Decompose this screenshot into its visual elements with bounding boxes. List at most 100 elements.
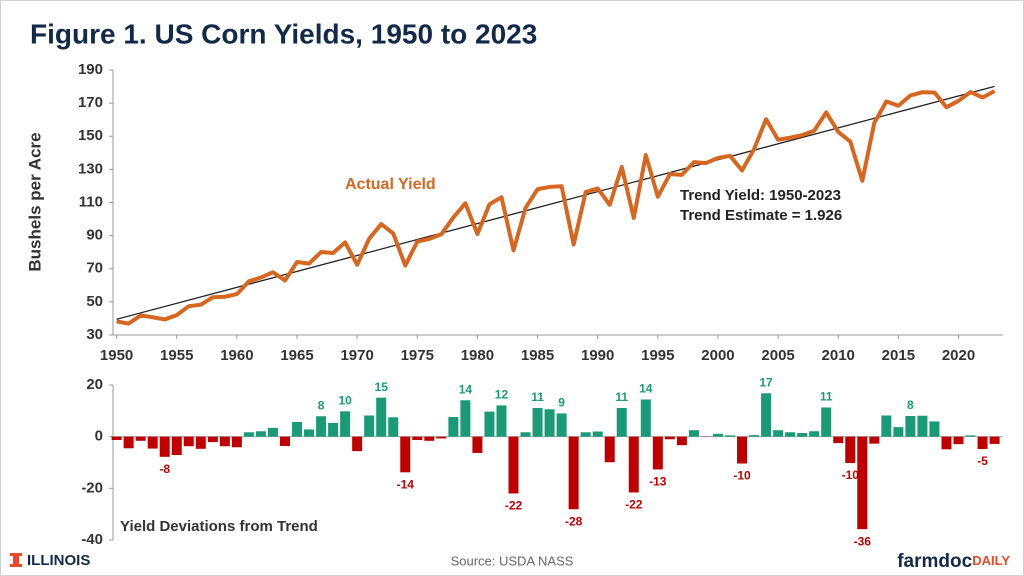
bar xyxy=(737,436,748,464)
bar xyxy=(219,436,230,447)
bar xyxy=(316,416,327,437)
source: Source: USDA NASS xyxy=(451,553,574,568)
bar xyxy=(965,435,976,437)
bar xyxy=(676,436,687,446)
bar xyxy=(761,393,772,437)
bar xyxy=(388,417,399,437)
bar xyxy=(869,436,880,444)
bar xyxy=(460,400,471,437)
x-tick-label: 1995 xyxy=(641,347,674,364)
chart-title: Figure 1. US Corn Yields, 1950 to 2023 xyxy=(30,18,537,49)
bar xyxy=(616,407,627,437)
bar xyxy=(195,436,206,449)
bar xyxy=(520,432,531,437)
value-label: 14 xyxy=(639,382,653,396)
annotation: Trend Yield: 1950-2023 xyxy=(680,187,841,204)
y-tick-label: 190 xyxy=(78,61,103,78)
logo-main: farmdoc xyxy=(897,551,972,572)
bar xyxy=(953,436,964,445)
logo-text: ILLINOIS xyxy=(27,552,90,569)
y-tick-label: 0 xyxy=(95,428,103,445)
y-tick-label: 50 xyxy=(86,293,103,310)
bar xyxy=(929,421,940,437)
bar xyxy=(412,436,423,441)
bar xyxy=(496,405,507,437)
bar xyxy=(255,431,266,437)
y-tick-label: -20 xyxy=(81,479,103,496)
bar xyxy=(604,436,615,463)
y-tick-label: 30 xyxy=(86,326,103,343)
x-tick-label: 1965 xyxy=(280,347,313,364)
bar xyxy=(773,430,784,437)
bar xyxy=(472,436,483,453)
value-label: 8 xyxy=(318,398,325,412)
bar xyxy=(893,427,904,437)
value-label: 11 xyxy=(615,390,628,404)
value-label: 10 xyxy=(338,394,352,408)
bar xyxy=(724,435,735,437)
bar xyxy=(905,416,916,437)
x-tick-label: 1955 xyxy=(160,347,193,364)
y-tick-label: 70 xyxy=(86,260,103,277)
farmdoc-logo: farmdocDAILY xyxy=(897,551,1010,572)
bar xyxy=(977,436,988,450)
bar xyxy=(159,436,170,457)
bar xyxy=(785,432,796,437)
value-label: 14 xyxy=(459,382,473,396)
value-label: -10 xyxy=(733,469,751,483)
value-label: -5 xyxy=(977,454,988,468)
bar xyxy=(833,436,844,444)
bar xyxy=(292,421,303,437)
value-label: -10 xyxy=(842,468,860,482)
bar xyxy=(749,435,760,437)
value-label: 12 xyxy=(495,388,509,402)
y-tick-label: -40 xyxy=(81,531,103,548)
bar xyxy=(243,432,254,437)
bar xyxy=(135,436,146,441)
value-label: 15 xyxy=(375,380,389,394)
bar xyxy=(171,436,182,456)
bar xyxy=(592,431,603,437)
bar xyxy=(123,436,134,449)
series-label: Actual Yield xyxy=(345,176,436,193)
y-tick-label: 150 xyxy=(78,127,103,144)
bar xyxy=(304,429,315,437)
bar xyxy=(580,432,591,437)
y-tick-label: 110 xyxy=(79,193,103,210)
value-label: -14 xyxy=(397,477,415,491)
value-label: -36 xyxy=(854,534,872,548)
value-label: -13 xyxy=(649,475,667,489)
x-tick-label: 2015 xyxy=(882,347,915,364)
bar xyxy=(652,436,663,470)
bar xyxy=(328,422,339,437)
y-tick-label: 170 xyxy=(78,94,103,111)
bar xyxy=(556,413,567,437)
y-axis-title: Bushels per Acre xyxy=(25,132,44,271)
bar xyxy=(881,415,892,437)
x-tick-label: 1990 xyxy=(581,347,614,364)
value-label: -8 xyxy=(159,462,170,476)
bar xyxy=(568,436,579,510)
subtitle: Yield Deviations from Trend xyxy=(120,518,318,535)
bar xyxy=(111,436,122,441)
y-tick-label: 90 xyxy=(86,227,103,244)
x-tick-label: 1970 xyxy=(340,347,373,364)
bar xyxy=(231,436,242,448)
bar xyxy=(436,436,447,439)
bar xyxy=(688,430,699,437)
x-tick-label: 1975 xyxy=(401,347,434,364)
bar xyxy=(267,427,278,437)
bar xyxy=(797,433,808,437)
bar xyxy=(207,436,218,443)
x-tick-label: 2010 xyxy=(822,347,855,364)
logo-accent: DAILY xyxy=(972,553,1010,568)
x-tick-label: 1980 xyxy=(461,347,494,364)
y-tick-label: 20 xyxy=(86,376,103,393)
value-label: -22 xyxy=(625,498,643,512)
bar xyxy=(376,397,387,437)
bar xyxy=(857,436,868,530)
value-label: 8 xyxy=(907,398,914,412)
bar xyxy=(544,409,555,437)
